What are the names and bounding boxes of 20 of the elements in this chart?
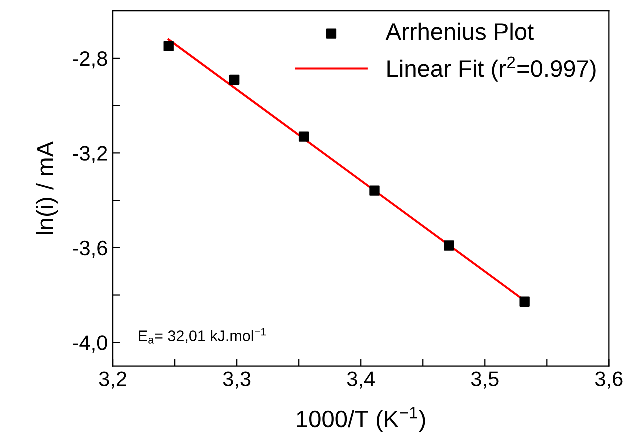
point <box>164 41 174 52</box>
point <box>520 296 530 307</box>
y-axis-title: ln(i) / mA <box>36 142 58 234</box>
x-tick-label: 3,4 <box>347 372 375 389</box>
point <box>370 186 380 196</box>
point <box>230 74 240 86</box>
y-tick-label: -4,0 <box>73 336 108 353</box>
legend-label: Arrhenius Plot <box>386 22 534 40</box>
annotation: E$_{a}$= 32,01 kJ.mol$^{−1}$ <box>139 328 266 344</box>
y-tick-label: -3,6 <box>73 240 108 258</box>
x-tick-label: 3,3 <box>223 372 251 389</box>
x-tick-label: 3,5 <box>471 372 499 389</box>
y-tick-label: -3,2 <box>73 146 108 164</box>
legend-label: Linear Fit (r$^{2}$=0.997) <box>388 56 596 82</box>
x-axis-title: 1000/T (K$^{−1}$) <box>297 407 426 432</box>
x-tick-label: 3,6 <box>595 372 623 389</box>
point <box>298 132 310 142</box>
point <box>444 240 454 251</box>
x-tick-label: 3,2 <box>99 372 126 389</box>
y-tick-label: -2,8 <box>73 51 108 69</box>
